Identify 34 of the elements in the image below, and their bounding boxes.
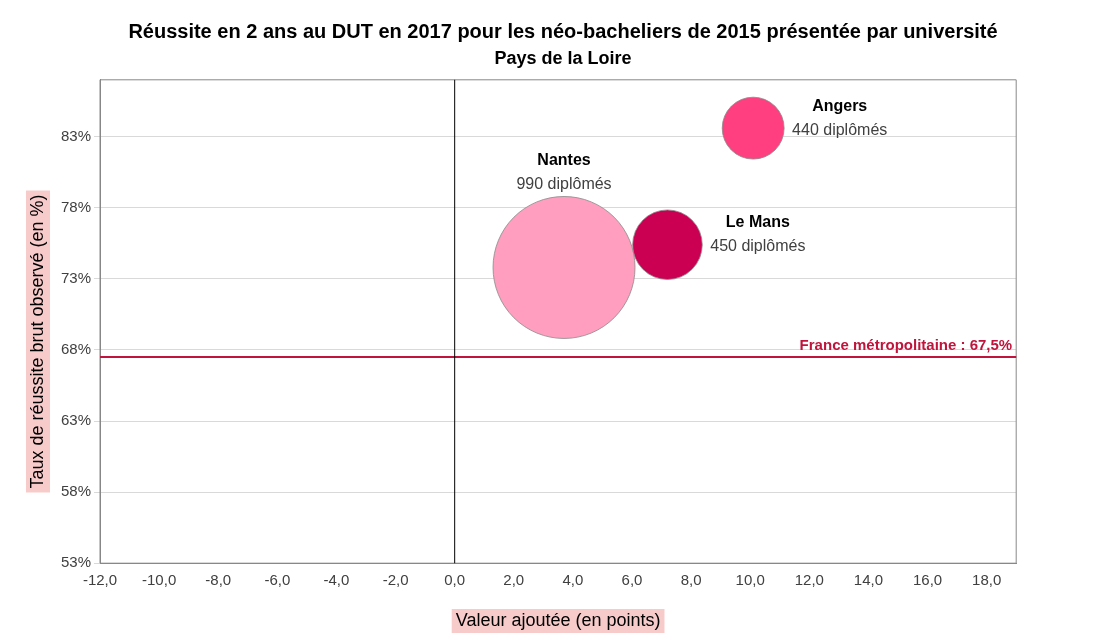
series-label: Le Mans xyxy=(725,213,790,231)
y-tick-label: 68% xyxy=(60,340,92,358)
y-axis-title: Taux de réussite brut observé (en %) xyxy=(26,194,47,489)
x-tick-label: 6,0 xyxy=(621,571,643,589)
y-tick-label: 83% xyxy=(60,126,92,144)
x-tick-label: 2,0 xyxy=(503,571,525,589)
x-tick-label: -6,0 xyxy=(264,571,291,589)
y-tick-label: 58% xyxy=(60,482,92,500)
x-tick-label: 14,0 xyxy=(853,571,884,589)
x-tick-label: 10,0 xyxy=(735,571,765,589)
y-tick-label: 73% xyxy=(60,268,92,286)
x-tick-label: 4,0 xyxy=(562,571,584,589)
x-tick-label: -8,0 xyxy=(205,571,232,589)
text: Nantes xyxy=(537,150,591,168)
x-tick-label: -4,0 xyxy=(323,571,350,589)
x-tick-label: -2,0 xyxy=(382,571,409,589)
ref-line-label: France métropolitaine : 67,5% xyxy=(799,335,1013,353)
series-label: Angers xyxy=(812,96,868,114)
x-tick-label: -10,0 xyxy=(142,571,177,589)
y-tick-label: 53% xyxy=(60,553,92,571)
x-tick-label: -12,0 xyxy=(82,571,118,589)
annotation: 990 diplômés xyxy=(516,174,612,192)
x-tick-label: 18,0 xyxy=(972,571,1002,589)
annotation: 450 diplômés xyxy=(710,237,806,255)
x-tick-label: 16,0 xyxy=(912,571,943,589)
chart-title: Réussite en 2 ans au DUT en 2017 pour les néo-bacheliers de 2015 présentée par université xyxy=(128,19,998,42)
y-tick-label: 63% xyxy=(60,411,92,429)
chart-subtitle: Pays de la Loire xyxy=(494,47,632,68)
x-tick-label: 12,0 xyxy=(794,571,824,589)
y-tick-label: 78% xyxy=(60,197,92,215)
x-tick-label: 8,0 xyxy=(680,571,702,589)
x-axis-title: Valeur ajoutée (en points) xyxy=(455,609,661,630)
x-tick-label: 0,0 xyxy=(444,571,466,589)
annotation: 440 diplômés xyxy=(792,120,888,138)
